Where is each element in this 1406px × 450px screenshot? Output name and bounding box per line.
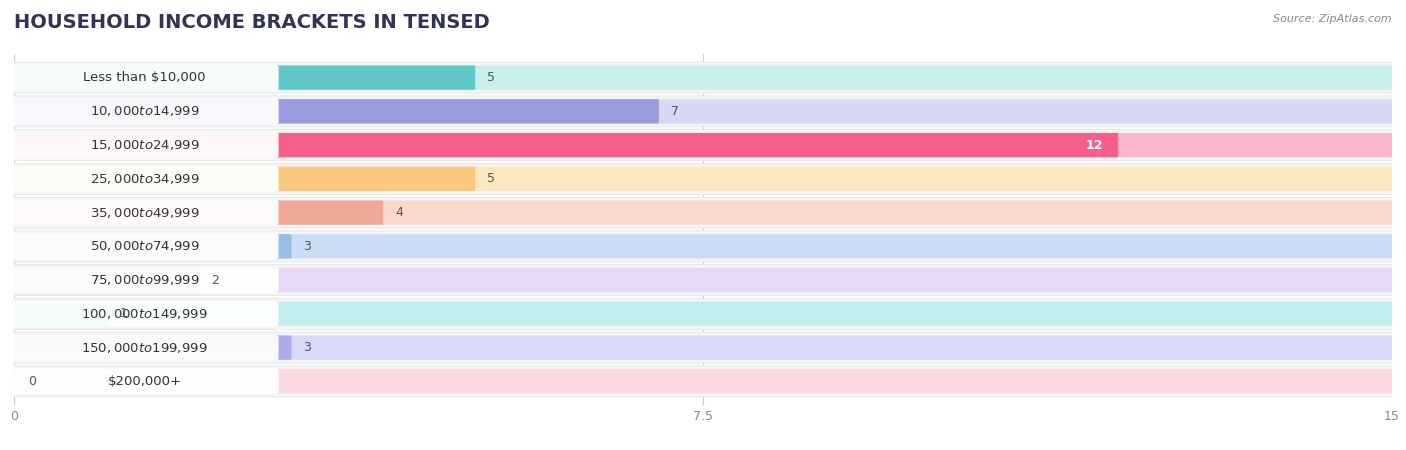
FancyBboxPatch shape (10, 65, 278, 90)
FancyBboxPatch shape (13, 231, 1393, 262)
Text: 5: 5 (486, 71, 495, 84)
FancyBboxPatch shape (13, 166, 1393, 191)
FancyBboxPatch shape (13, 65, 475, 90)
Text: 2: 2 (211, 274, 219, 287)
Text: $150,000 to $199,999: $150,000 to $199,999 (82, 341, 208, 355)
FancyBboxPatch shape (13, 200, 384, 225)
Text: Less than $10,000: Less than $10,000 (83, 71, 205, 84)
Text: 3: 3 (304, 341, 311, 354)
Text: $25,000 to $34,999: $25,000 to $34,999 (90, 172, 200, 186)
Text: $200,000+: $200,000+ (107, 375, 181, 388)
FancyBboxPatch shape (13, 130, 1393, 161)
FancyBboxPatch shape (13, 369, 1393, 393)
Text: HOUSEHOLD INCOME BRACKETS IN TENSED: HOUSEHOLD INCOME BRACKETS IN TENSED (14, 14, 489, 32)
FancyBboxPatch shape (13, 99, 1393, 123)
FancyBboxPatch shape (13, 197, 1393, 228)
FancyBboxPatch shape (13, 366, 1393, 397)
FancyBboxPatch shape (13, 62, 1393, 93)
Text: 7: 7 (671, 105, 679, 118)
FancyBboxPatch shape (13, 265, 1393, 296)
FancyBboxPatch shape (10, 369, 278, 394)
Text: $15,000 to $24,999: $15,000 to $24,999 (90, 138, 200, 152)
FancyBboxPatch shape (13, 336, 291, 360)
FancyBboxPatch shape (10, 301, 278, 327)
FancyBboxPatch shape (13, 268, 200, 292)
FancyBboxPatch shape (13, 332, 1393, 363)
FancyBboxPatch shape (13, 200, 1393, 225)
FancyBboxPatch shape (10, 234, 278, 259)
Text: 4: 4 (395, 206, 404, 219)
FancyBboxPatch shape (10, 200, 278, 225)
FancyBboxPatch shape (13, 268, 1393, 292)
FancyBboxPatch shape (13, 302, 108, 326)
FancyBboxPatch shape (13, 99, 659, 123)
Text: 3: 3 (304, 240, 311, 253)
FancyBboxPatch shape (13, 96, 1393, 127)
Text: Source: ZipAtlas.com: Source: ZipAtlas.com (1274, 14, 1392, 23)
FancyBboxPatch shape (10, 132, 278, 158)
Text: $50,000 to $74,999: $50,000 to $74,999 (90, 239, 200, 253)
FancyBboxPatch shape (13, 65, 1393, 90)
FancyBboxPatch shape (13, 133, 1393, 157)
FancyBboxPatch shape (10, 267, 278, 293)
Text: $100,000 to $149,999: $100,000 to $149,999 (82, 307, 208, 321)
FancyBboxPatch shape (10, 335, 278, 360)
FancyBboxPatch shape (10, 166, 278, 192)
Text: $75,000 to $99,999: $75,000 to $99,999 (90, 273, 200, 287)
Text: 0: 0 (28, 375, 35, 388)
Text: 1: 1 (120, 307, 128, 320)
FancyBboxPatch shape (13, 234, 1393, 258)
FancyBboxPatch shape (13, 166, 475, 191)
FancyBboxPatch shape (13, 133, 1118, 157)
Text: 5: 5 (486, 172, 495, 185)
FancyBboxPatch shape (13, 163, 1393, 194)
FancyBboxPatch shape (13, 336, 1393, 360)
FancyBboxPatch shape (13, 302, 1393, 326)
FancyBboxPatch shape (13, 234, 291, 258)
Text: $35,000 to $49,999: $35,000 to $49,999 (90, 206, 200, 220)
Text: $10,000 to $14,999: $10,000 to $14,999 (90, 104, 200, 118)
FancyBboxPatch shape (10, 99, 278, 124)
FancyBboxPatch shape (13, 298, 1393, 329)
Text: 12: 12 (1085, 139, 1102, 152)
